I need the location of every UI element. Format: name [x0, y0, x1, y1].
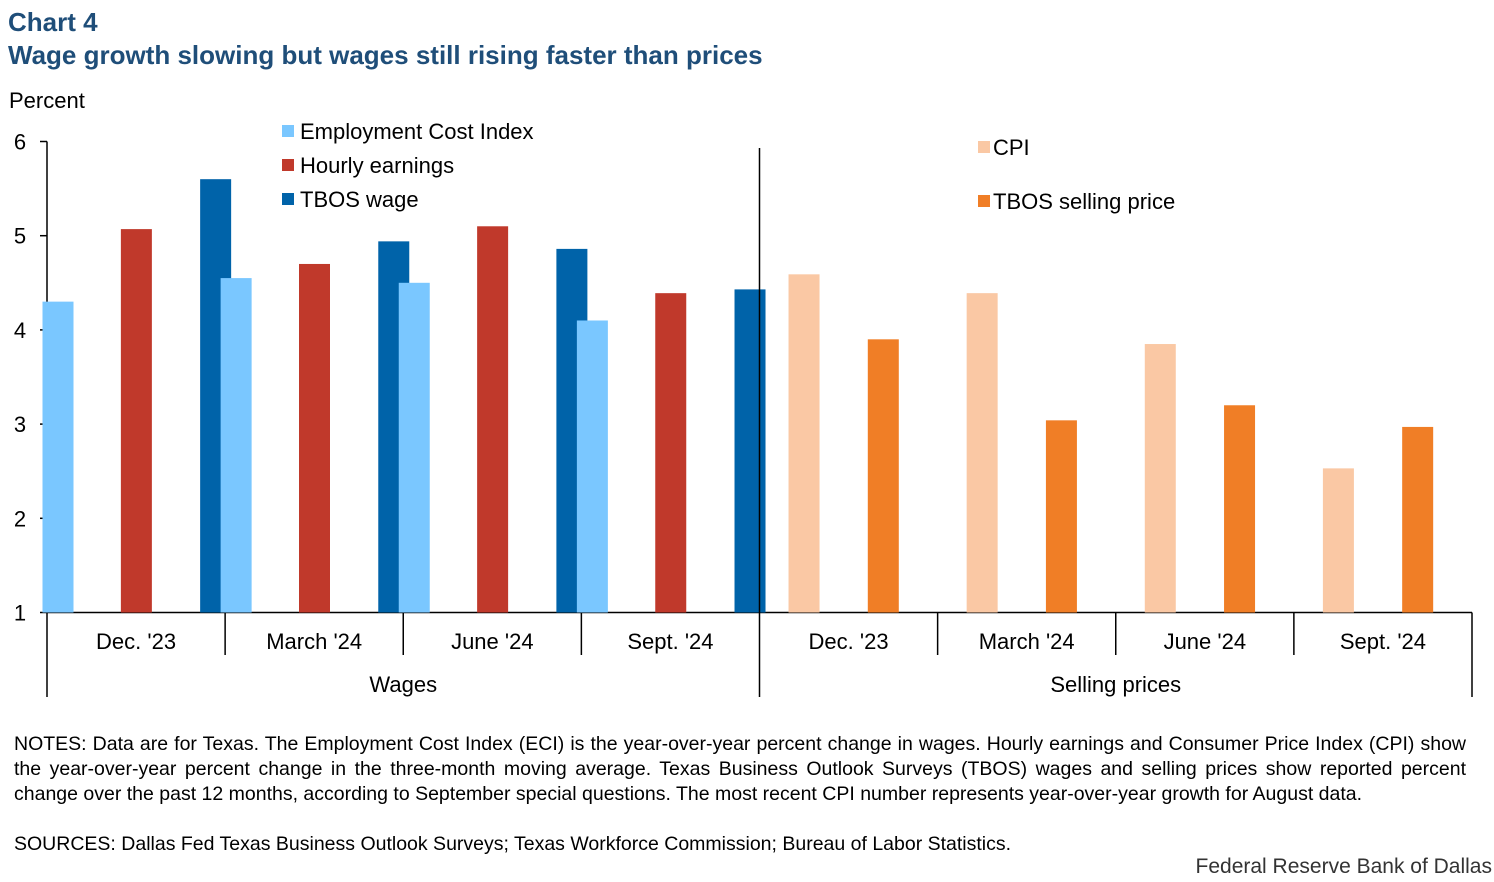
- group-label: Wages: [369, 672, 437, 697]
- legend-swatch: [282, 159, 294, 171]
- bar-chart: Percent 1 2 3 4 5 6 Dec. '23 March '24 June '24 Se…: [9, 88, 1473, 697]
- y-tick-label: 5: [14, 224, 26, 249]
- bar-tbos-selling-price: [1045, 420, 1077, 613]
- legend-label: CPI: [993, 135, 1030, 160]
- x-tick-label: March '24: [979, 629, 1075, 654]
- y-axis-label: Percent: [9, 88, 85, 113]
- y-tick-label: 4: [14, 318, 26, 343]
- legend-swatch: [282, 125, 294, 137]
- bar-cpi: [1322, 468, 1354, 613]
- chart-notes: NOTES: Data are for Texas. The Employmen…: [14, 733, 1466, 805]
- bar-employment-cost-index: [576, 320, 608, 613]
- x-tick-label: March '24: [266, 629, 362, 654]
- bar-hourly-earnings: [477, 226, 509, 613]
- bar-tbos-selling-price: [1402, 426, 1434, 613]
- bar-hourly-earnings: [655, 293, 687, 613]
- bar-cpi: [966, 293, 998, 613]
- legend-label: TBOS wage: [300, 187, 419, 212]
- bar-employment-cost-index: [42, 301, 74, 613]
- bar-hourly-earnings: [299, 263, 330, 613]
- legend-swatch: [978, 141, 990, 153]
- bar-tbos-wage: [734, 289, 766, 613]
- bar-hourly-earnings: [120, 229, 152, 613]
- x-tick-label: Sept. '24: [627, 629, 713, 654]
- legend-label: Hourly earnings: [300, 153, 454, 178]
- legend-swatch: [978, 195, 990, 207]
- group-label: Selling prices: [1050, 672, 1181, 697]
- bar-cpi: [788, 274, 820, 613]
- chart-sources: SOURCES: Dallas Fed Texas Business Outlo…: [14, 833, 1012, 855]
- x-tick-label: Sept. '24: [1340, 629, 1426, 654]
- bar-tbos-selling-price: [867, 339, 899, 613]
- bar-cpi: [1144, 344, 1176, 613]
- x-tick-label: Dec. '23: [809, 629, 889, 654]
- y-tick-label: 1: [14, 601, 26, 626]
- credit-line: Federal Reserve Bank of Dallas: [1195, 855, 1492, 878]
- y-tick-label: 2: [14, 506, 26, 531]
- bar-employment-cost-index: [398, 282, 430, 613]
- legend-swatch: [282, 193, 294, 205]
- x-tick-label: June '24: [1164, 629, 1247, 654]
- y-tick-label: 6: [14, 130, 26, 155]
- x-tick-label: June '24: [451, 629, 534, 654]
- x-tick-label: Dec. '23: [96, 629, 176, 654]
- chart-number: Chart 4: [8, 7, 98, 37]
- legend-label: Employment Cost Index: [300, 119, 534, 144]
- chart-title: Wage growth slowing but wages still risi…: [8, 40, 763, 70]
- bar-tbos-selling-price: [1224, 405, 1256, 613]
- y-tick-label: 3: [14, 412, 26, 437]
- bar-employment-cost-index: [220, 278, 252, 613]
- legend-label: TBOS selling price: [993, 189, 1175, 214]
